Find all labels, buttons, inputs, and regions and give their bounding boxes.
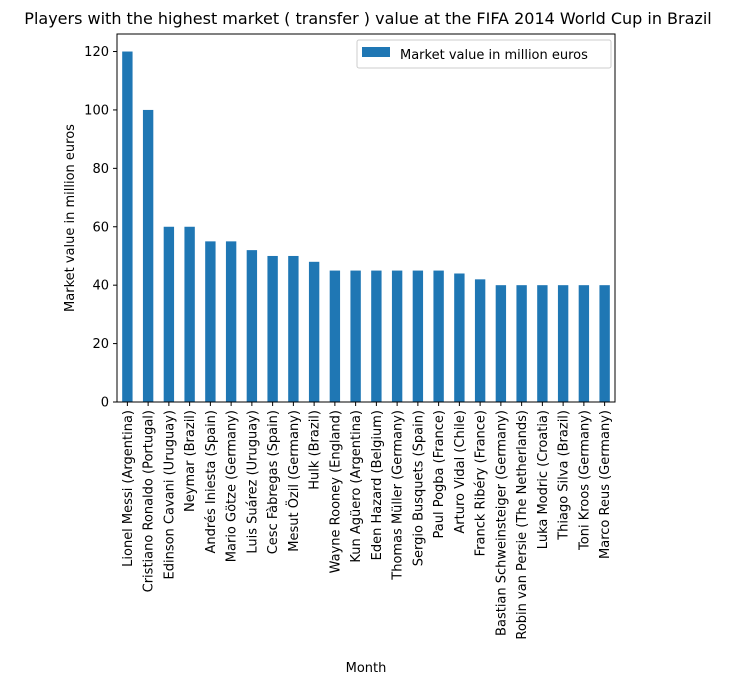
x-tick-label: Thomas Müller (Germany) xyxy=(391,410,406,581)
x-tick-label: Edinson Cavani (Uruguay) xyxy=(162,410,177,580)
bar xyxy=(578,285,590,402)
bar xyxy=(184,226,195,402)
bar xyxy=(412,270,424,402)
x-tick-label: Eden Hazard (Belgium) xyxy=(370,410,385,560)
bar xyxy=(391,270,403,402)
x-tick-label: Luka Modric (Croatia) xyxy=(536,410,551,549)
chart-title: Players with the highest market ( transf… xyxy=(24,9,711,28)
x-tick-label: Mario Götze (Germany) xyxy=(225,410,240,562)
legend-frame xyxy=(356,39,612,69)
x-tick-label: Thiago Silva (Brazil) xyxy=(557,410,572,541)
x-tick-label: Neymar (Brazil) xyxy=(183,410,198,512)
bar xyxy=(474,279,486,402)
bar xyxy=(495,285,507,402)
legend: Market value in million euros xyxy=(356,39,612,69)
y-axis: 0 20 40 60 80 100 120 xyxy=(84,45,117,411)
x-tick-label: Cristiano Ronaldo (Portugal) xyxy=(142,410,157,592)
y-tick-label: 80 xyxy=(92,162,109,177)
bar xyxy=(288,255,299,402)
bar xyxy=(599,285,610,402)
bar xyxy=(329,270,341,402)
x-tick-label: Arturo Vidal (Chile) xyxy=(453,410,468,534)
bar xyxy=(537,285,548,402)
x-tick-label: Marco Reus (Germany) xyxy=(598,410,613,559)
plot-frame xyxy=(116,33,616,403)
x-axis-label: Month xyxy=(346,661,387,676)
bar xyxy=(142,109,154,402)
y-tick-label: 60 xyxy=(92,220,109,235)
x-tick-label: Robin van Persie (The Netherlands) xyxy=(515,410,530,640)
legend-label: Market value in million euros xyxy=(400,48,588,63)
bar xyxy=(205,241,216,402)
bar xyxy=(454,273,465,402)
y-tick-label: 40 xyxy=(92,279,109,294)
x-tick-label: Paul Pogba (France) xyxy=(432,410,447,539)
y-tick-label: 0 xyxy=(101,396,109,411)
x-axis: Lionel Messi (Argentina) Cristiano Ronald… xyxy=(121,402,613,640)
bar xyxy=(225,241,237,402)
x-tick-label: Bastian Schweinsteiger (Germany) xyxy=(494,410,509,636)
x-tick-label: Mesut Özil (Germany) xyxy=(285,410,302,552)
bar xyxy=(163,226,175,402)
bar xyxy=(516,285,527,402)
x-tick-label: Cesc Fàbregas (Spain) xyxy=(266,410,281,554)
x-tick-label: Wayne Rooney (England) xyxy=(328,410,343,573)
x-tick-label: Franck Ribéry (France) xyxy=(474,410,489,556)
y-tick-label: 120 xyxy=(84,45,109,60)
bar xyxy=(308,261,320,402)
bar xyxy=(350,270,361,402)
bar xyxy=(433,270,444,402)
x-tick-label: Luis Suárez (Uruguay) xyxy=(245,410,260,554)
x-tick-label: Hulk (Brazil) xyxy=(308,410,323,490)
legend-swatch xyxy=(362,47,390,57)
x-tick-label: Andrés Iniesta (Spain) xyxy=(204,410,219,553)
y-tick-label: 100 xyxy=(84,103,109,118)
bars-group xyxy=(122,51,610,403)
bar xyxy=(122,51,133,403)
y-axis-label: Market value in million euros xyxy=(63,124,78,312)
bar xyxy=(371,270,382,402)
bar xyxy=(557,285,569,402)
x-tick-label: Kun Agüero (Argentina) xyxy=(349,410,364,563)
bar xyxy=(246,250,258,402)
bar xyxy=(267,255,278,402)
x-tick-label: Lionel Messi (Argentina) xyxy=(121,410,136,567)
y-tick-label: 20 xyxy=(92,337,109,352)
x-tick-label: Sergio Busquets (Spain) xyxy=(411,410,426,566)
x-tick-label: Toni Kroos (Germany) xyxy=(577,410,592,551)
